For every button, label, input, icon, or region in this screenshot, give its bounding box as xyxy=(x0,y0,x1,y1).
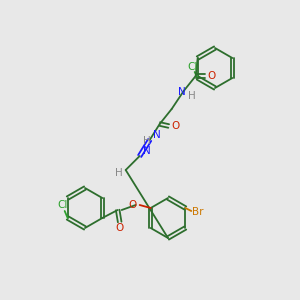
Text: Cl: Cl xyxy=(188,62,198,72)
Text: O: O xyxy=(129,200,137,210)
Text: N: N xyxy=(153,130,160,140)
Text: N: N xyxy=(143,146,151,156)
Text: H: H xyxy=(143,136,151,146)
Text: O: O xyxy=(208,71,216,81)
Text: N: N xyxy=(178,87,186,97)
Text: O: O xyxy=(116,223,124,233)
Text: H: H xyxy=(188,91,196,101)
Text: Br: Br xyxy=(192,207,203,217)
Text: H: H xyxy=(115,168,123,178)
Text: O: O xyxy=(172,121,180,131)
Text: Cl: Cl xyxy=(58,200,68,210)
